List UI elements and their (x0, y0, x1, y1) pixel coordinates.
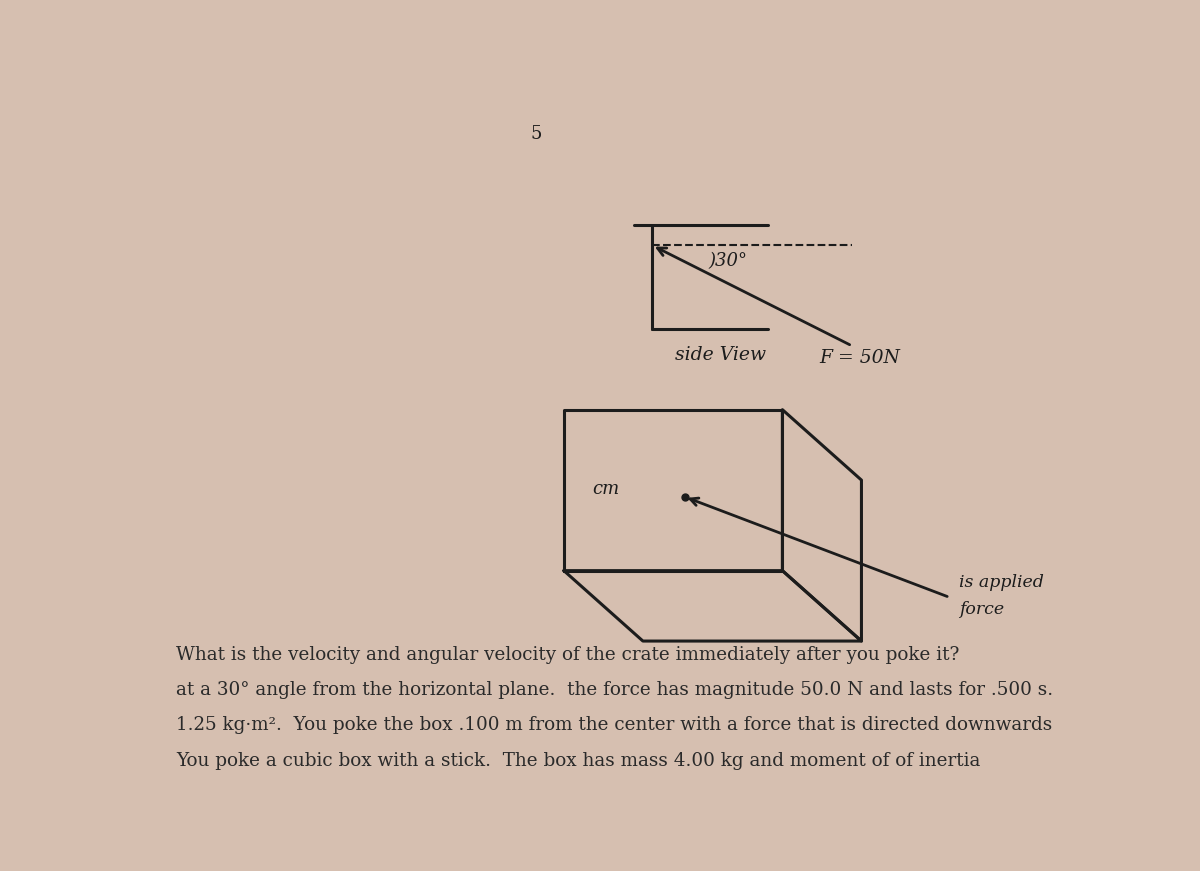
Text: 5: 5 (530, 125, 541, 143)
Text: F = 50N: F = 50N (820, 349, 900, 368)
Text: )30°: )30° (708, 252, 746, 270)
Text: 1.25 kg·m².  You poke the box .100 m from the center with a force that is direct: 1.25 kg·m². You poke the box .100 m from… (176, 716, 1052, 734)
Text: cm: cm (592, 480, 619, 498)
Text: You poke a cubic box with a stick.  The box has mass 4.00 kg and moment of of in: You poke a cubic box with a stick. The b… (176, 752, 980, 770)
Text: is applied: is applied (959, 574, 1044, 591)
Text: What is the velocity and angular velocity of the crate immediately after you pok: What is the velocity and angular velocit… (176, 645, 960, 664)
Text: side View: side View (676, 346, 767, 364)
Text: at a 30° angle from the horizontal plane.  the force has magnitude 50.0 N and la: at a 30° angle from the horizontal plane… (176, 681, 1054, 699)
Text: force: force (959, 601, 1004, 618)
